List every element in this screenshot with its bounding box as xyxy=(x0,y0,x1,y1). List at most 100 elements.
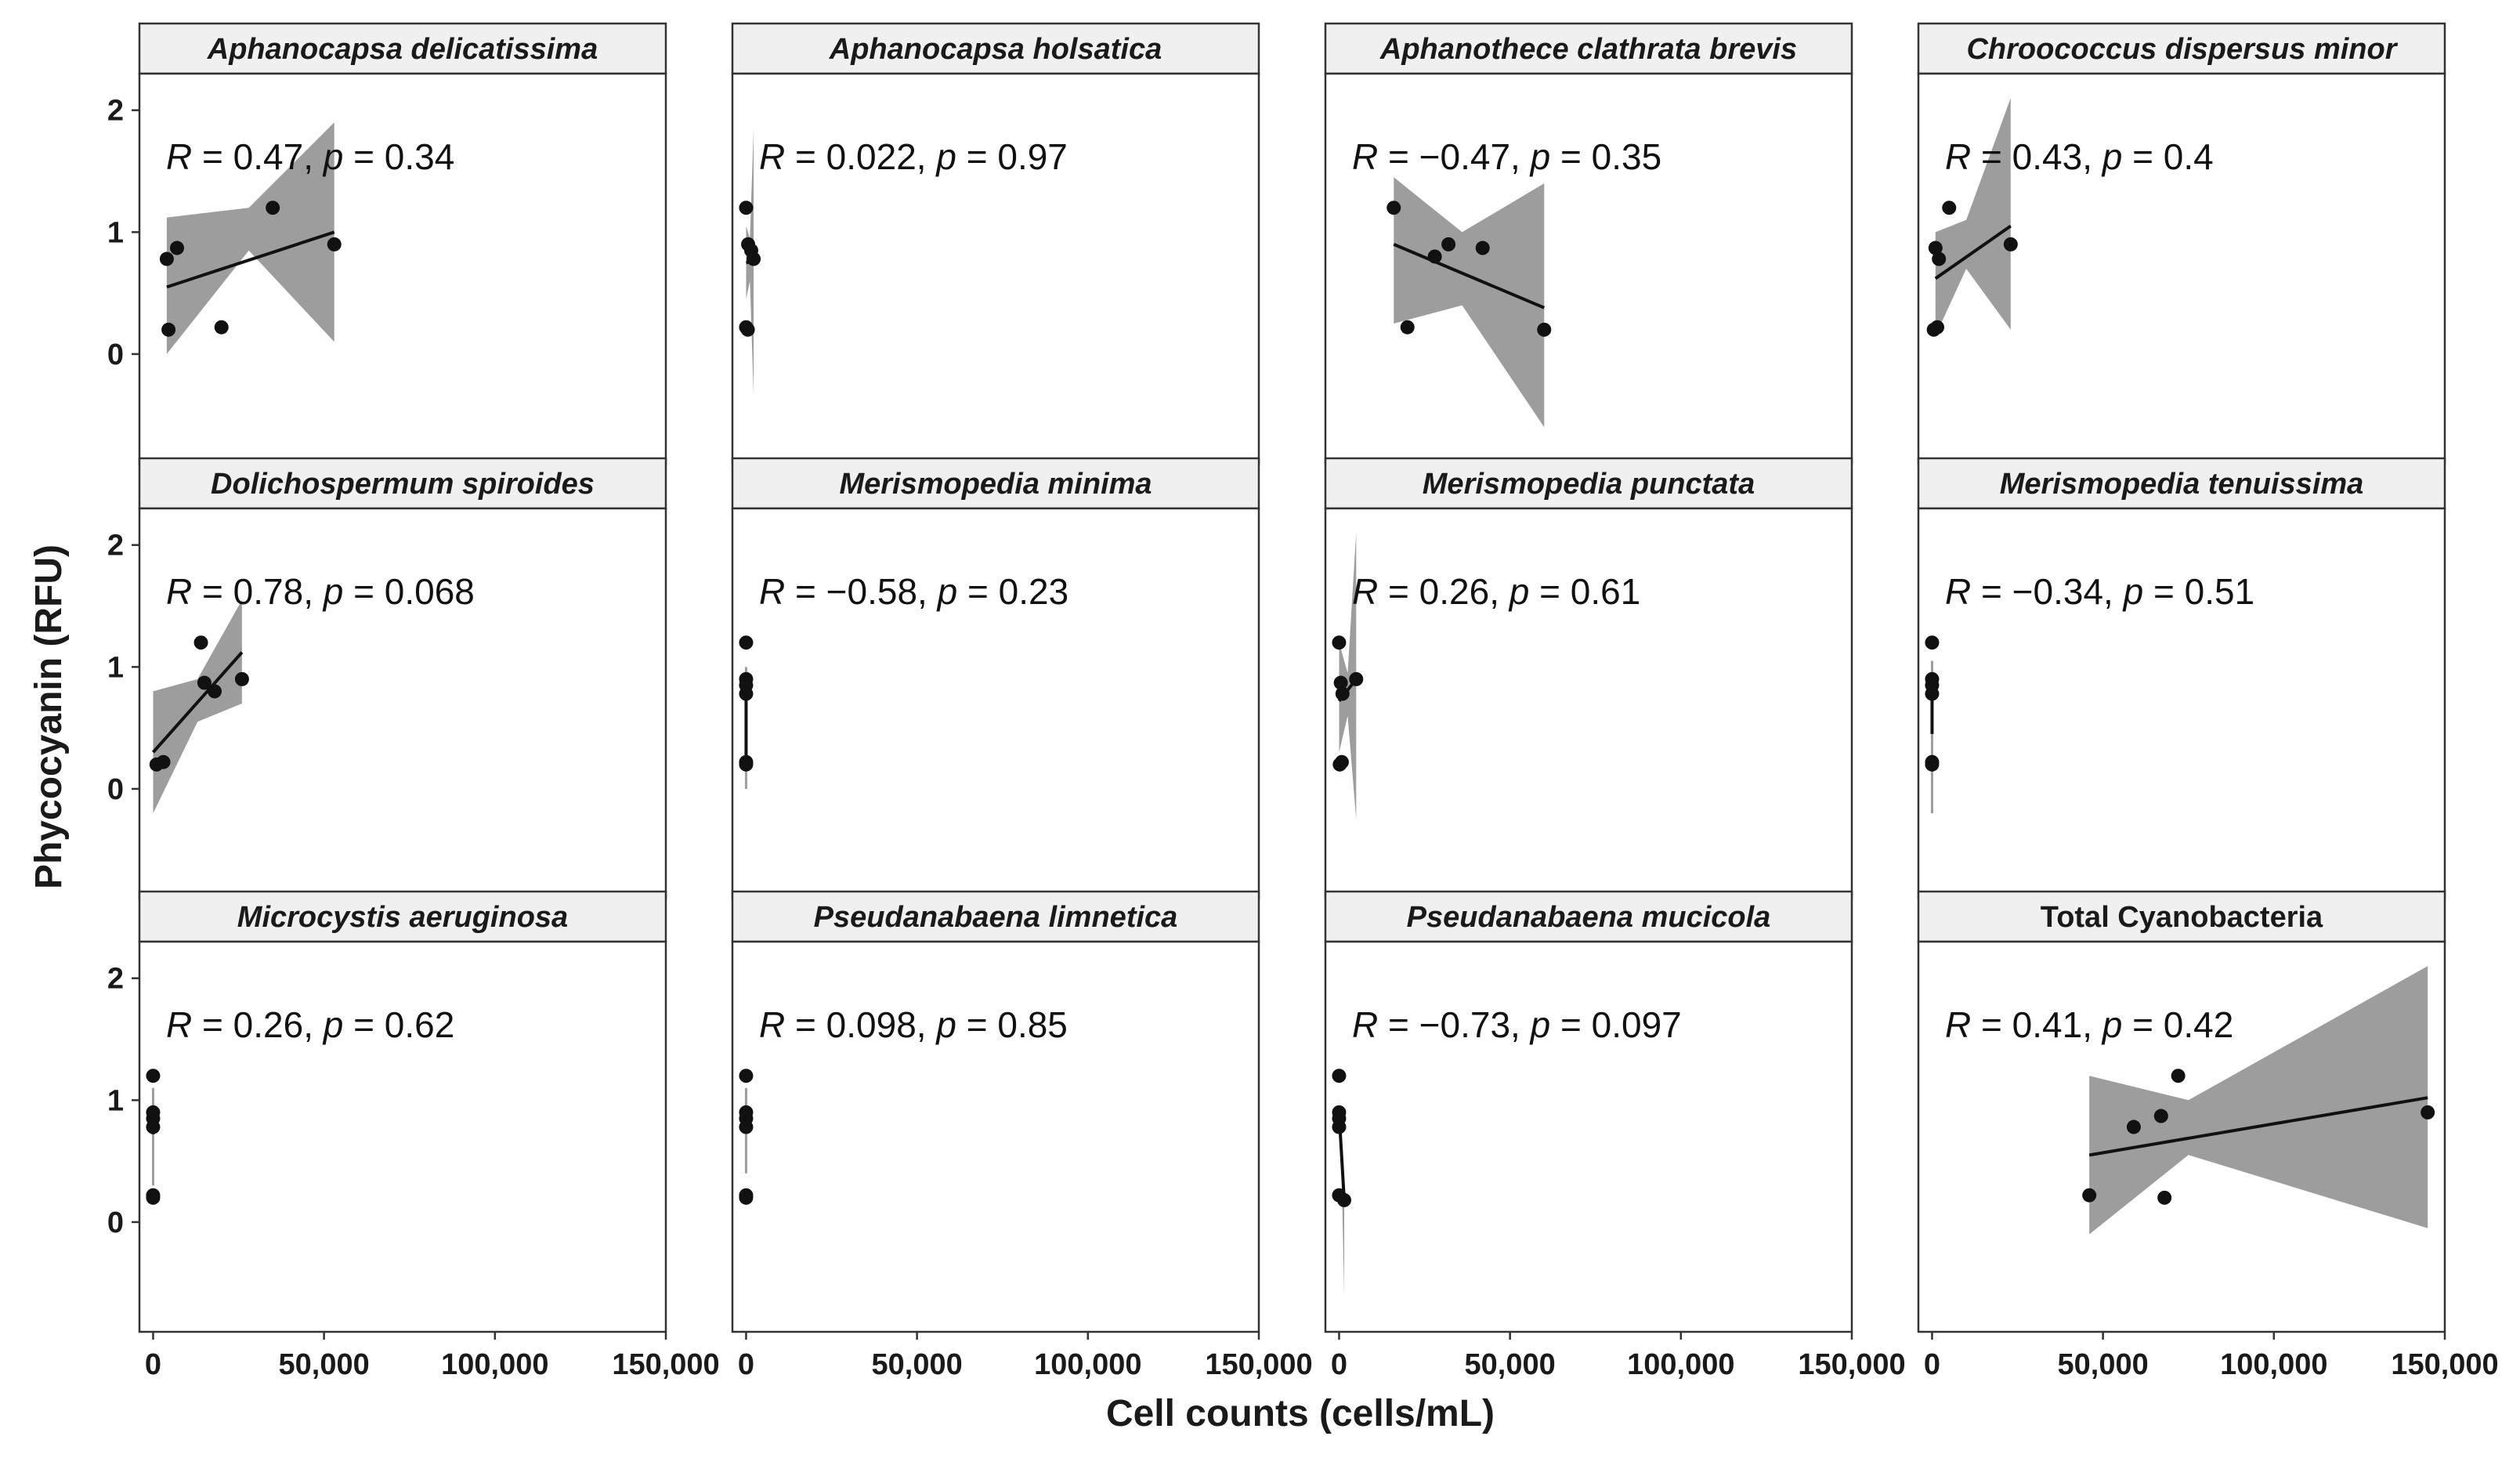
plot-area xyxy=(731,507,1260,900)
stat-value: = 0.097 xyxy=(1550,1004,1682,1045)
facet-strip xyxy=(1917,22,2446,75)
data-point xyxy=(1932,251,1947,266)
data-point xyxy=(1427,249,1442,264)
stat-symbol: p xyxy=(1529,136,1551,177)
data-point xyxy=(170,241,184,255)
data-point xyxy=(739,1069,754,1083)
facet-title: Dolichospermum spiroides xyxy=(211,468,595,501)
facet-strip xyxy=(138,890,667,943)
correlation-label: R = −0.34, p = 0.51 xyxy=(1945,571,2254,612)
data-point xyxy=(327,237,342,251)
stat-value: = 0.47, xyxy=(192,136,324,177)
regression-line xyxy=(1934,224,2012,280)
data-point xyxy=(156,754,171,769)
x-tick-label: 150,000 xyxy=(612,1348,719,1381)
x-tick-label: 100,000 xyxy=(1034,1348,1141,1381)
stat-symbol: p xyxy=(2101,1004,2123,1045)
facet-title: Merismopedia tenuissima xyxy=(2000,468,2364,501)
correlation-label: R = −0.73, p = 0.097 xyxy=(1352,1004,1682,1045)
data-point xyxy=(2421,1105,2435,1120)
stat-symbol: p xyxy=(1529,1004,1551,1045)
facet-title: Merismopedia minima xyxy=(839,468,1152,501)
plot-area xyxy=(138,940,667,1333)
data-point xyxy=(1334,754,1349,769)
data-point xyxy=(740,322,755,337)
data-point xyxy=(739,757,754,772)
regression-line xyxy=(2088,1096,2428,1157)
data-point xyxy=(1942,201,1957,215)
data-point xyxy=(159,251,174,266)
correlation-label: R = 0.022, p = 0.97 xyxy=(759,136,1068,177)
confidence-band xyxy=(151,1087,154,1186)
facet-title: Pseudanabaena limnetica xyxy=(814,901,1178,934)
correlation-label: R = 0.26, p = 0.61 xyxy=(1352,571,1640,612)
data-point xyxy=(1441,237,1456,251)
stat-value: = −0.73, xyxy=(1378,1004,1530,1045)
data-point xyxy=(146,1069,161,1083)
x-tick-label: 50,000 xyxy=(1465,1348,1556,1381)
stat-symbol: R xyxy=(166,136,192,177)
data-point xyxy=(739,635,754,650)
y-tick-label: 1 xyxy=(107,1084,124,1117)
facet-panel-12: Total Cyanobacteria R = 0.41, p = 0.42 0 50… xyxy=(1917,890,2499,1381)
facet-panel-4: Chroococcus dispersus minor R = 0.43, p =… xyxy=(1917,22,2446,465)
facet-title: Microcystis aeruginosa xyxy=(237,901,568,934)
stat-value: = 0.022, xyxy=(785,136,936,177)
stat-symbol: p xyxy=(322,136,344,177)
data-point xyxy=(208,684,222,699)
y-tick-label: 0 xyxy=(107,773,124,806)
data-point xyxy=(2003,237,2018,251)
stat-symbol: p xyxy=(2122,571,2144,612)
x-tick-label: 100,000 xyxy=(441,1348,548,1381)
correlation-label: R = 0.098, p = 0.85 xyxy=(759,1004,1068,1045)
data-point xyxy=(2126,1120,2141,1134)
y-tick-label: 2 xyxy=(107,95,124,128)
stat-value: = 0.42 xyxy=(2122,1004,2233,1045)
facet-panel-10: Pseudanabaena limnetica R = 0.098, p = 0.… xyxy=(731,890,1313,1381)
facet-strip xyxy=(731,457,1260,510)
regression-line xyxy=(151,651,244,754)
stat-symbol: R xyxy=(1945,136,1971,177)
facet-panel-7: Merismopedia punctata R = 0.26, p = 0.61 xyxy=(1324,457,1853,900)
x-tick-label: 150,000 xyxy=(2391,1348,2498,1381)
correlation-label: R = −0.47, p = 0.35 xyxy=(1352,136,1661,177)
plot-area xyxy=(1917,507,2446,900)
y-tick-label: 1 xyxy=(107,216,124,249)
facet-strip xyxy=(1917,890,2446,943)
x-tick-label: 150,000 xyxy=(1205,1348,1312,1381)
facet-panel-2: Aphanocapsa holsatica R = 0.022, p = 0.97 xyxy=(731,22,1260,465)
data-point xyxy=(1475,241,1490,255)
data-point xyxy=(1537,322,1552,337)
facet-strip xyxy=(731,890,1260,943)
y-tick-label: 2 xyxy=(107,530,124,562)
data-point xyxy=(1337,1192,1351,1207)
stat-symbol: R xyxy=(1352,1004,1378,1045)
facet-panel-11: Pseudanabaena mucicola R = −0.73, p = 0.0… xyxy=(1324,890,1906,1381)
stat-symbol: R xyxy=(759,571,785,612)
facet-title: Pseudanabaena mucicola xyxy=(1407,901,1771,934)
data-point xyxy=(2082,1188,2097,1203)
data-point xyxy=(739,1190,754,1205)
stat-symbol: R xyxy=(1945,1004,1971,1045)
y-tick-label: 0 xyxy=(107,338,124,371)
facet-strip xyxy=(138,22,667,75)
facet-title: Merismopedia punctata xyxy=(1423,468,1755,501)
data-point xyxy=(1332,1069,1347,1083)
facet-panel-8: Merismopedia tenuissima R = −0.34, p = 0.… xyxy=(1917,457,2446,900)
facet-strip xyxy=(1324,890,1853,943)
stat-symbol: p xyxy=(2101,136,2123,177)
facet-title: Aphanocapsa delicatissima xyxy=(207,33,598,66)
correlation-label: R = −0.58, p = 0.23 xyxy=(759,571,1068,612)
x-tick-label: 50,000 xyxy=(279,1348,370,1381)
data-point xyxy=(1332,635,1347,650)
data-point xyxy=(197,675,212,690)
stat-symbol: R xyxy=(166,1004,192,1045)
plot-area xyxy=(731,940,1260,1333)
data-point xyxy=(234,671,249,686)
plot-area xyxy=(731,72,1260,465)
regression-line xyxy=(166,230,335,289)
stat-value: = 0.51 xyxy=(2143,571,2254,612)
correlation-label: R = 0.47, p = 0.34 xyxy=(166,136,454,177)
data-point xyxy=(161,322,176,337)
panels-layer: Aphanocapsa delicatissima R = 0.47, p = 0… xyxy=(107,22,2499,1381)
